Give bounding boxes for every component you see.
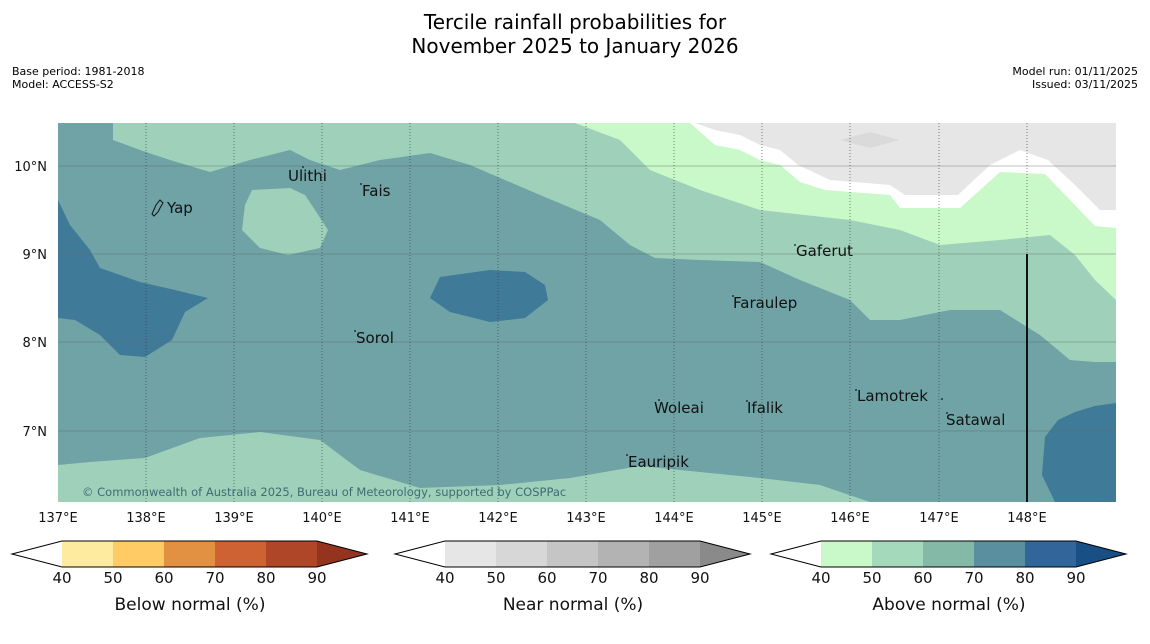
legend-below-seg-3 — [164, 541, 215, 567]
place-ifalik: Ifalik — [747, 399, 783, 417]
legend-below-seg-2 — [113, 541, 164, 567]
legend-above-seg-0 — [771, 541, 821, 567]
region-ulithi-lobe — [242, 188, 328, 255]
place-yap: Yap — [166, 199, 193, 217]
lat-label-8n: 8°N — [23, 336, 48, 351]
region-near-normal — [695, 123, 1116, 210]
lon-label-143e: 143°E — [566, 511, 606, 526]
issued-date: Issued: 03/11/2025 — [1031, 78, 1138, 91]
legend-below-label: Below normal (%) — [115, 595, 266, 615]
legend-below-tick-90: 90 — [307, 569, 326, 587]
legend-below-seg-6 — [317, 541, 367, 567]
title-line-2: November 2025 to January 2026 — [411, 34, 739, 58]
legend-near-tick-90: 90 — [690, 569, 709, 587]
legend-near-seg-6 — [700, 541, 750, 567]
legend-above: 40 50 60 70 80 90 Above normal (%) — [769, 540, 1128, 615]
place-gaferut: Gaferut — [796, 242, 853, 260]
legend-above-outline — [769, 540, 1128, 568]
lon-label-148e: 148°E — [1007, 511, 1047, 526]
legend-near-seg-0 — [395, 541, 445, 567]
title-line-1: Tercile rainfall probabilities for — [423, 10, 727, 34]
lon-label-145e: 145°E — [742, 511, 782, 526]
lon-label-142e: 142°E — [478, 511, 518, 526]
map-area: Yap Ulithi Fais Gaferut Faraulep Sorol W… — [58, 123, 1116, 502]
lon-label-141e: 141°E — [390, 511, 430, 526]
lon-label-139e: 139°E — [214, 511, 254, 526]
lat-label-9n: 9°N — [23, 248, 48, 263]
legend-above-seg-2 — [872, 541, 923, 567]
legend-below-tick-80: 80 — [256, 569, 275, 587]
legend-near-seg-4 — [598, 541, 649, 567]
legend-near-seg-1 — [445, 541, 496, 567]
map-title: Tercile rainfall probabilities for Novem… — [0, 10, 1150, 58]
legend-near-tick-80: 80 — [639, 569, 658, 587]
region-above-60 — [58, 123, 1116, 502]
legend-below-tick-50: 50 — [103, 569, 122, 587]
place-ulithi: Ulithi — [288, 167, 327, 185]
legend-below-tick-60: 60 — [154, 569, 173, 587]
legend-above-tick-90: 90 — [1066, 569, 1085, 587]
legend-below-tick-40: 40 — [52, 569, 71, 587]
place-eauripik: Eauripik — [628, 453, 689, 471]
legend-near-tick-40: 40 — [435, 569, 454, 587]
legend-above-seg-5 — [1025, 541, 1076, 567]
yap-island-outline — [151, 199, 164, 217]
gridlines — [58, 123, 1116, 502]
legend-above-seg-4 — [974, 541, 1025, 567]
legend-above-tick-60: 60 — [913, 569, 932, 587]
legend-below-seg-1 — [62, 541, 113, 567]
legend-above-label: Above normal (%) — [872, 595, 1025, 615]
legend-below-seg-0 — [12, 541, 62, 567]
legend-near-tick-70: 70 — [588, 569, 607, 587]
legend-near-label: Near normal (%) — [503, 595, 643, 615]
lon-label-138e: 138°E — [126, 511, 166, 526]
legend-near-tick-50: 50 — [486, 569, 505, 587]
legend-below-tick-70: 70 — [205, 569, 224, 587]
legend-above-seg-3 — [923, 541, 974, 567]
legend-near: 40 50 60 70 80 90 Near normal (%) — [393, 540, 752, 615]
legend-below-seg-4 — [215, 541, 266, 567]
legend-above-tick-70: 70 — [964, 569, 983, 587]
island-dots — [302, 166, 948, 456]
legend-near-tick-60: 60 — [537, 569, 556, 587]
region-near-normal-small — [840, 132, 900, 148]
legend-above-seg-1 — [821, 541, 872, 567]
lon-label-137e: 137°E — [38, 511, 78, 526]
place-fais: Fais — [362, 182, 391, 200]
meta-left: Base period: 1981-2018 Model: ACCESS-S2 — [12, 65, 144, 91]
legend-above-tick-80: 80 — [1015, 569, 1034, 587]
legend-above-tick-50: 50 — [862, 569, 881, 587]
lon-label-147e: 147°E — [919, 511, 959, 526]
legend-below-seg-5 — [266, 541, 317, 567]
legend-near-seg-5 — [649, 541, 700, 567]
region-above-70-central — [430, 270, 548, 322]
place-faraulep: Faraulep — [733, 294, 797, 312]
legend-near-outline — [393, 540, 752, 568]
place-woleai: Woleai — [654, 399, 704, 417]
lon-label-140e: 140°E — [302, 511, 342, 526]
place-satawal: Satawal — [946, 411, 1005, 429]
meta-right: Model run: 01/11/2025 Issued: 03/11/2025 — [1012, 65, 1138, 91]
legend-above-tick-40: 40 — [811, 569, 830, 587]
legend-near-seg-3 — [547, 541, 598, 567]
base-period: Base period: 1981-2018 — [12, 65, 145, 78]
lon-label-146e: 146°E — [830, 511, 870, 526]
place-lamotrek: Lamotrek — [857, 387, 928, 405]
lat-label-10n: 10°N — [14, 160, 47, 175]
model-run: Model run: 01/11/2025 — [1012, 65, 1138, 78]
legend-near-seg-2 — [496, 541, 547, 567]
legend-above-seg-6 — [1076, 541, 1126, 567]
model-name: Model: ACCESS-S2 — [12, 78, 114, 91]
region-above-70-west — [58, 200, 208, 357]
region-above-70-east — [1042, 403, 1116, 502]
lon-label-144e: 144°E — [654, 511, 694, 526]
place-sorol: Sorol — [356, 329, 394, 347]
legend-below: 40 50 60 70 80 90 Below normal (%) — [10, 540, 369, 615]
legend-below-outline — [10, 540, 369, 568]
lat-label-7n: 7°N — [23, 425, 48, 440]
copyright-note: © Commonwealth of Australia 2025, Bureau… — [82, 485, 566, 499]
